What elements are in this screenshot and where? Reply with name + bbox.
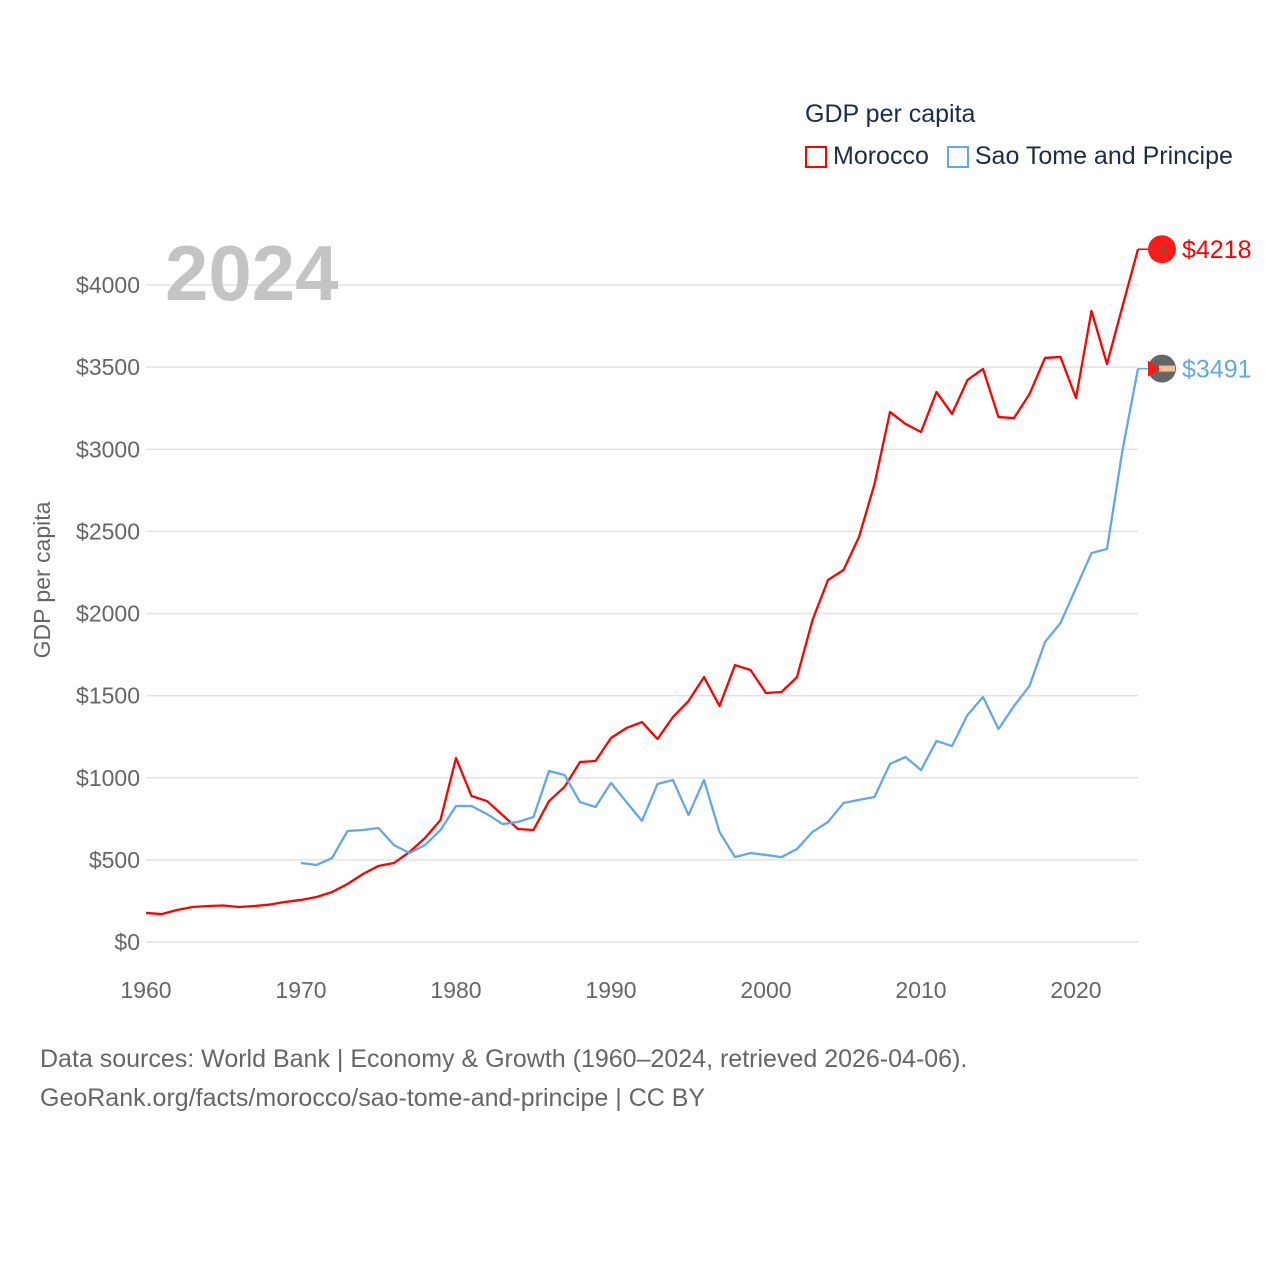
legend-item-morocco[interactable]: Morocco — [805, 142, 929, 171]
legend-title: GDP per capita — [805, 100, 976, 128]
legend-label-morocco: Morocco — [833, 142, 929, 170]
series-line-sao-tome — [300, 368, 1140, 867]
x-tick-label: 1960 — [120, 977, 171, 1003]
y-tick-label: $0 — [114, 929, 140, 955]
legend-label-sao-tome: Sao Tome and Principe — [974, 142, 1233, 170]
flag-triangle — [1148, 360, 1160, 377]
x-tick-label: 2020 — [1050, 977, 1101, 1003]
y-tick-label: $4000 — [76, 272, 140, 298]
y-tick-label: $1500 — [76, 683, 140, 709]
y-tick-label: $1000 — [76, 765, 140, 791]
y-tick-label: $500 — [89, 847, 140, 873]
y-tick-label: $2000 — [76, 601, 140, 627]
flag-stripe — [1159, 365, 1175, 372]
legend: Morocco Sao Tome and Principe — [805, 142, 1233, 171]
x-tick-label: 2010 — [895, 977, 946, 1003]
legend-swatch-sao-tome — [946, 145, 969, 168]
morocco-flag-icon — [1148, 235, 1176, 264]
y-tick-label: $3000 — [76, 436, 140, 462]
y-tick-label: $3500 — [76, 354, 140, 380]
star-icon: ☆ — [1155, 242, 1169, 259]
current-year-label: 2024 — [165, 229, 339, 317]
x-tick-label: 2000 — [740, 977, 791, 1003]
end-value-label: $4218 — [1182, 236, 1252, 264]
footer-sources: Data sources: World Bank | Economy & Gro… — [40, 1045, 968, 1073]
x-tick-label: 1990 — [585, 977, 636, 1003]
footer-attribution[interactable]: GeoRank.org/facts/morocco/sao-tome-and-p… — [40, 1084, 706, 1112]
series-line-morocco — [145, 248, 1140, 916]
x-tick-label: 1980 — [430, 977, 481, 1003]
end-value-label: $3491 — [1182, 356, 1252, 384]
y-axis-label: GDP per capita — [29, 501, 55, 658]
legend-swatch-morocco — [805, 145, 827, 168]
y-tick-label: $2500 — [76, 518, 140, 544]
x-tick-label: 1970 — [275, 977, 326, 1003]
legend-item-sao-tome[interactable]: Sao Tome and Principe — [946, 142, 1233, 171]
